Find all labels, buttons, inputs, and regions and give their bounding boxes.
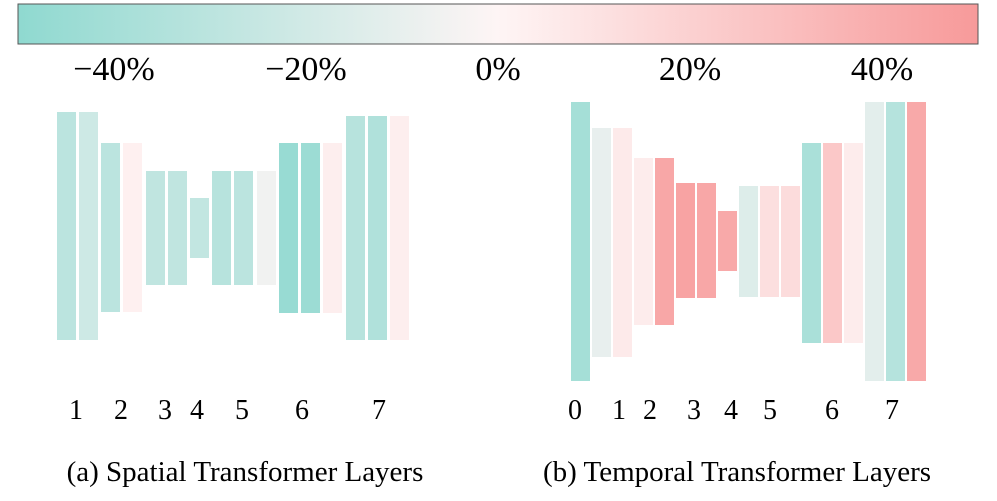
layer-5-bar: [212, 171, 231, 285]
colorbar-tick-label: 20%: [659, 51, 721, 88]
layer-label: 7: [885, 395, 899, 426]
colorbar-tick-label: −20%: [265, 51, 347, 88]
layer-label: 3: [158, 395, 172, 426]
layer-1-bar: [592, 128, 611, 357]
layer-label: 0: [568, 395, 582, 426]
layer-7-bar: [865, 102, 884, 381]
layer-5-bar: [739, 186, 758, 297]
layer-7-bar: [907, 102, 926, 381]
colorbar-tick-label: 40%: [851, 51, 913, 88]
layer-2-bar: [634, 158, 653, 325]
colorbar-tick-label: 0%: [475, 51, 520, 88]
layer-2-bar: [655, 158, 674, 325]
layer-3-bar: [697, 183, 716, 298]
layer-7-bar: [390, 116, 409, 340]
layer-6-bar: [323, 143, 342, 313]
layer-label: 1: [612, 395, 626, 426]
colorbar-tick-labels: −40% −20% 0% 20% 40%: [73, 51, 913, 88]
layer-2-bar: [123, 143, 142, 312]
colorbar: [17, 3, 979, 45]
layer-3-bar: [168, 171, 187, 285]
colorbar-tick-label: −40%: [73, 51, 155, 88]
layer-label: 2: [643, 395, 657, 426]
layer-5-bar: [234, 171, 253, 285]
layer-7-bar: [886, 102, 905, 381]
layer-label: 4: [724, 395, 738, 426]
layer-6-bar: [301, 143, 320, 313]
layer-5-bar: [257, 171, 276, 285]
layer-5-bar: [781, 186, 800, 297]
layer-1-bar: [79, 112, 98, 340]
layer-label: 2: [114, 395, 128, 426]
layer-2-bar: [101, 143, 120, 312]
layer-6-bar: [823, 143, 842, 343]
layer-7-bar: [368, 116, 387, 340]
layer-6-bar: [844, 143, 863, 343]
layer-label: 3: [687, 395, 701, 426]
layer-0-bar: [571, 102, 590, 381]
layer-label: 1: [69, 395, 83, 426]
layer-label: 6: [825, 395, 839, 426]
layer-label: 5: [235, 395, 249, 426]
layer-label: 5: [763, 395, 777, 426]
layer-4-bar: [718, 211, 737, 271]
layer-4-bar: [190, 198, 209, 258]
caption-temporal: (b) Temporal Transformer Layers: [543, 456, 931, 488]
layer-6-bar: [279, 143, 298, 313]
layer-label: 6: [295, 395, 309, 426]
layer-7-bar: [346, 116, 365, 340]
layer-3-bar: [676, 183, 695, 298]
layer-6-bar: [802, 143, 821, 343]
layer-1-bar: [57, 112, 76, 340]
layer-3-bar: [146, 171, 165, 285]
layer-label: 7: [372, 395, 386, 426]
caption-spatial: (a) Spatial Transformer Layers: [67, 456, 424, 488]
layer-label: 4: [190, 395, 204, 426]
layer-1-bar: [613, 128, 632, 357]
layer-5-bar: [760, 186, 779, 297]
